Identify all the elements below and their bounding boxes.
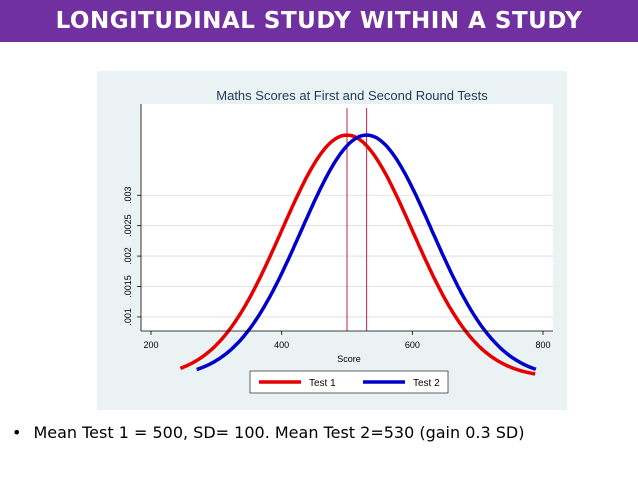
slide-header: LONGITUDINAL STUDY WITHIN A STUDY: [0, 0, 638, 42]
y-tick-label: .001: [123, 308, 133, 326]
bullet-text: Mean Test 1 = 500, SD= 100. Mean Test 2=…: [33, 423, 525, 442]
slide-title: LONGITUDINAL STUDY WITHIN A STUDY: [55, 8, 583, 34]
x-tick-label: 200: [143, 340, 158, 350]
legend-box: [249, 370, 449, 394]
y-tick-label: .0015: [123, 275, 133, 298]
x-tick-label: 400: [274, 340, 289, 350]
y-ticks: .001 .0015 .002 .0025 .003: [123, 186, 141, 326]
x-tick-label: 600: [405, 340, 420, 350]
bullet-dot: •: [12, 423, 22, 442]
y-tick-label: .003: [123, 186, 133, 204]
density-chart: 200 400 600 800 .001 .0015 .002 .0025 .003 Math…: [97, 71, 567, 410]
x-tick-label: 800: [535, 340, 550, 350]
legend-label: Test 1: [309, 378, 336, 389]
series-line-test-2: [196, 133, 537, 372]
x-axis-label: Score: [337, 354, 361, 364]
legend-label: Test 2: [413, 378, 440, 389]
series-layer: [179, 133, 537, 376]
y-tick-label: .002: [123, 247, 133, 265]
chart-title: Maths Scores at First and Second Round T…: [216, 88, 488, 103]
bullet-point: • Mean Test 1 = 500, SD= 100. Mean Test 2…: [12, 423, 632, 442]
legend: Test 1 Test 2: [249, 370, 449, 394]
x-ticks: 200 400 600 800: [143, 331, 551, 350]
chart-container: 200 400 600 800 .001 .0015 .002 .0025 .003 Math…: [97, 71, 567, 410]
y-tick-label: .0025: [123, 214, 133, 237]
